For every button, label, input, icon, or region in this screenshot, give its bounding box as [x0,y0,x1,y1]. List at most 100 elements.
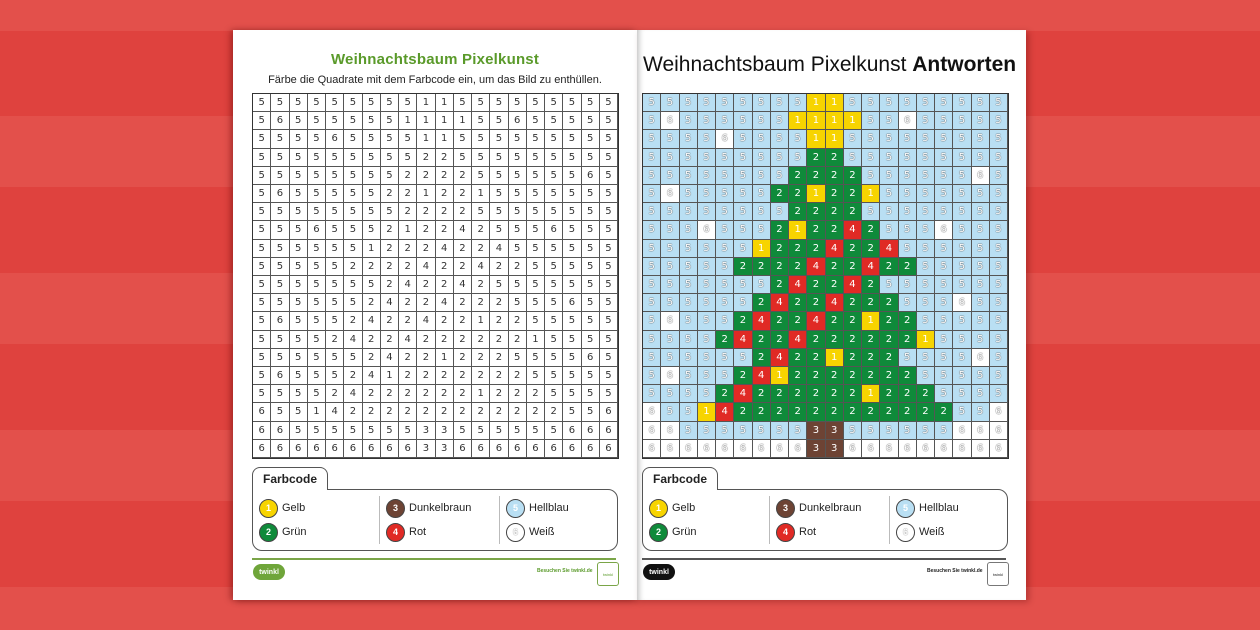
grid-cell: 2 [825,185,844,204]
grid-cell: 2 [880,294,899,313]
grid-cell: 5 [581,330,600,349]
grid-cell: 2 [435,312,454,331]
grid-cell: 2 [825,257,844,276]
grid-cell: 5 [581,130,600,149]
grid-cell: 2 [862,330,881,349]
grid-cell: 5 [679,257,698,276]
grid-cell: 5 [989,385,1008,404]
grid-cell: 5 [526,276,545,295]
grid-cell: 5 [253,294,272,313]
grid-cell: 5 [563,348,582,367]
grid-cell: 2 [880,403,899,422]
grid-cell: 5 [344,148,363,167]
grid-cell: 3 [807,439,826,458]
grid-cell: 5 [989,221,1008,240]
grid-cell: 1 [825,112,844,131]
grid-cell: 2 [508,367,527,386]
grid-cell: 6 [916,439,935,458]
grid-cell: 2 [752,348,771,367]
grid-cell: 2 [770,403,789,422]
grid-cell: 5 [898,130,917,149]
grid-cell: 5 [953,330,972,349]
grid-cell: 5 [362,221,381,240]
grid-cell: 6 [307,439,326,458]
grid-cell: 5 [289,294,308,313]
grid-cell: 5 [752,94,771,113]
grid-cell: 2 [508,403,527,422]
grid-cell: 2 [789,385,808,404]
grid-cell: 5 [253,276,272,295]
grid-cell: 5 [490,203,509,222]
grid-cell: 5 [770,203,789,222]
grid-cell: 5 [697,276,716,295]
grid-cell: 3 [807,421,826,440]
grid-cell: 5 [643,112,662,131]
grid-cell: 5 [490,276,509,295]
grid-cell: 2 [399,203,418,222]
grid-cell: 5 [581,94,600,113]
grid-cell: 2 [825,166,844,185]
grid-cell: 6 [599,439,618,458]
grid-cell: 5 [935,112,954,131]
grid-cell: 5 [679,294,698,313]
grid-cell: 5 [545,185,564,204]
grid-cell: 5 [289,148,308,167]
white-circle-icon: 6 [896,522,915,542]
grid-cell: 5 [289,367,308,386]
grid-cell: 5 [661,166,680,185]
grid-cell: 5 [307,367,326,386]
grid-cell: 2 [380,312,399,331]
grid-cell: 5 [916,94,935,113]
grid-cell: 5 [271,94,290,113]
grid-cell: 5 [770,166,789,185]
grid-cell: 6 [344,439,363,458]
grid-cell: 4 [770,348,789,367]
grid-cell: 5 [563,166,582,185]
grid-cell: 5 [307,330,326,349]
visit-link[interactable]: Besuchen Sie twinkl.de [537,568,593,574]
grid-cell: 5 [862,166,881,185]
grid-cell: 2 [344,403,363,422]
grid-cell: 5 [289,239,308,258]
grid-cell: 5 [916,367,935,386]
grid-cell: 4 [490,239,509,258]
grid-cell: 5 [643,239,662,258]
grid-cell: 5 [716,166,735,185]
grid-cell: 2 [770,330,789,349]
grid-cell: 5 [380,166,399,185]
twinkl-logo: twinkl [253,564,285,580]
grid-cell: 2 [435,367,454,386]
grid-cell: 5 [289,385,308,404]
grid-cell: 6 [843,439,862,458]
grid-cell: 6 [545,221,564,240]
grid-cell: 5 [253,367,272,386]
grid-cell: 5 [916,130,935,149]
grid-cell: 2 [880,257,899,276]
grid-cell: 2 [399,239,418,258]
grid-cell: 5 [399,130,418,149]
grid-cell: 4 [453,276,472,295]
grid-cell: 5 [953,185,972,204]
grid-cell: 5 [862,112,881,131]
grid-cell: 5 [563,203,582,222]
grid-cell: 5 [971,239,990,258]
grid-cell: 5 [362,148,381,167]
grid-cell: 2 [472,276,491,295]
grid-cell: 5 [253,112,272,131]
grid-cell: 1 [789,112,808,131]
grid-cell: 5 [581,367,600,386]
grid-cell: 1 [752,239,771,258]
visit-link[interactable]: Besuchen Sie twinkl.de [927,568,983,574]
grid-cell: 5 [545,239,564,258]
grid-cell: 6 [581,439,600,458]
grid-cell: 5 [935,421,954,440]
grid-cell: 2 [843,294,862,313]
grid-cell: 2 [490,312,509,331]
grid-cell: 2 [789,257,808,276]
grid-cell: 2 [472,403,491,422]
grid-cell: 5 [344,203,363,222]
grid-cell: 5 [508,185,527,204]
grid-cell: 6 [661,439,680,458]
grid-cell: 2 [734,312,753,331]
